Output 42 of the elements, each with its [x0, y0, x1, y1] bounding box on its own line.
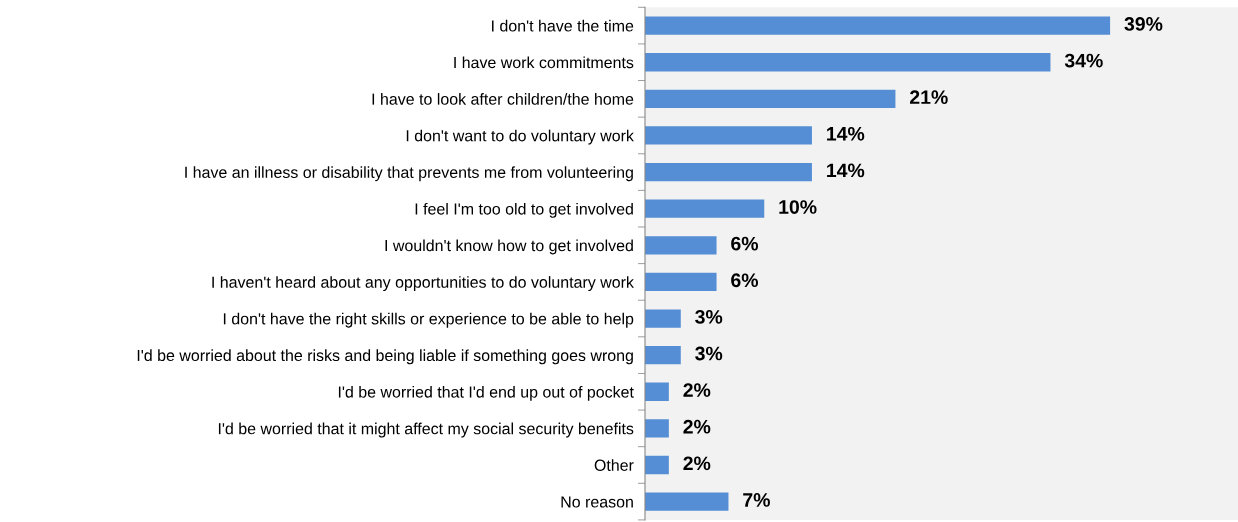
bar: [645, 309, 681, 328]
bar: [645, 345, 681, 365]
y-tick-label: Other: [594, 459, 634, 471]
bar: [645, 236, 717, 255]
bar: [645, 162, 812, 182]
y-tick-label: I haven't heard about any opportunities to do voluntary work: [212, 276, 634, 292]
bar: [645, 272, 717, 292]
bar: [645, 89, 896, 108]
bar: [645, 455, 669, 475]
y-tick-label: I don't have the right skills or experience to be able to help: [223, 312, 634, 328]
bar: [645, 419, 669, 438]
data-label: 34%: [1064, 53, 1103, 68]
y-tick-label: I'd be worried that I'd end up out of pocket: [338, 385, 634, 401]
data-label: 21%: [910, 90, 948, 105]
bar: [645, 382, 669, 401]
y-tick-label: I have to look after children/the home: [372, 93, 634, 105]
data-label: 6%: [731, 236, 759, 251]
y-tick-label: I'd be worried that it might affect my social security benefits: [218, 422, 634, 438]
data-label: 14%: [827, 126, 865, 141]
bar: [645, 492, 729, 511]
bar: [645, 126, 812, 145]
y-tick-label: I feel I'm too old to get involved: [415, 202, 633, 218]
y-tick-label: No reason: [561, 496, 633, 508]
y-tick-label: I have work commitments: [454, 56, 634, 69]
y-tick-label: I don't want to do voluntary work: [406, 129, 634, 145]
bar: [645, 53, 1051, 72]
y-tick-label: I don't have the time: [492, 19, 634, 32]
data-label: 7%: [743, 493, 770, 507]
data-label: 2%: [683, 419, 711, 434]
bar: [645, 16, 1111, 35]
data-label: 3%: [695, 309, 723, 324]
y-tick-label: I'd be worried about the risks and being liable if something goes wrong: [137, 349, 633, 365]
bar: [645, 199, 765, 218]
data-label: 2%: [683, 456, 711, 471]
y-tick-label: I have an illness or disability that prevents me from volunteering: [185, 166, 633, 182]
data-label: 39%: [1124, 17, 1163, 31]
y-tick-label: I wouldn't know how to get involved: [385, 239, 633, 255]
data-label: 6%: [731, 273, 759, 288]
data-label: 3%: [695, 346, 723, 361]
data-label: 14%: [827, 163, 865, 178]
data-label: 2%: [683, 383, 711, 397]
data-label: 10%: [779, 200, 817, 214]
